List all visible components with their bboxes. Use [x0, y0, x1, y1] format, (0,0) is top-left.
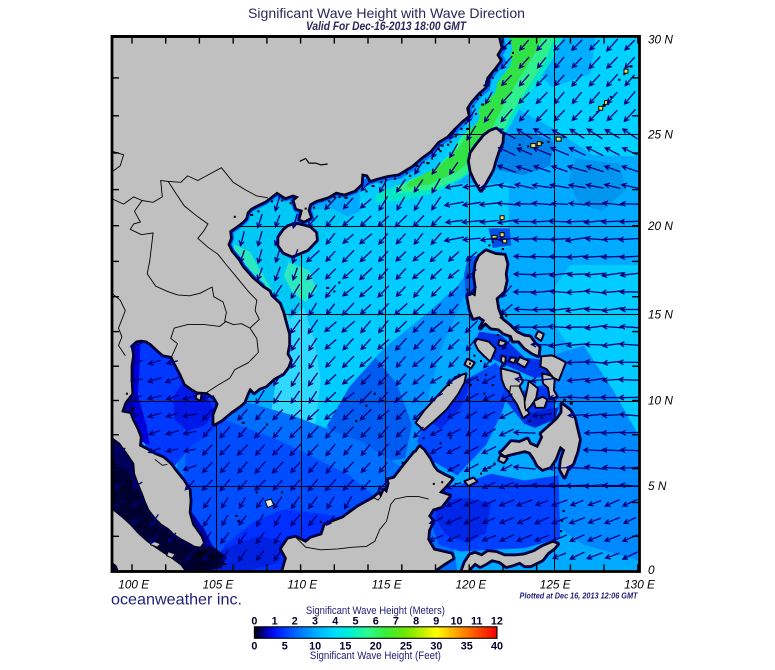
svg-text:100 E: 100 E [118, 578, 149, 592]
svg-text:Plotted at Dec 16, 2013 12:06: Plotted at Dec 16, 2013 12:06 GMT [520, 591, 639, 601]
svg-text:25 N: 25 N [647, 128, 673, 142]
svg-text:oceanweather inc.: oceanweather inc. [111, 592, 242, 609]
svg-text:5 N: 5 N [648, 479, 667, 493]
svg-text:25: 25 [400, 640, 412, 652]
svg-text:Significant Wave Height (Feet): Significant Wave Height (Feet) [310, 650, 441, 662]
svg-text:7: 7 [393, 616, 399, 628]
svg-text:12: 12 [491, 616, 503, 628]
svg-text:40: 40 [491, 640, 503, 652]
svg-text:10 N: 10 N [648, 394, 673, 408]
svg-text:20: 20 [370, 640, 382, 652]
svg-text:5: 5 [352, 616, 358, 628]
svg-text:35: 35 [461, 640, 473, 652]
svg-text:Significant Wave Height with W: Significant Wave Height with Wave Direct… [248, 5, 525, 21]
svg-text:115 E: 115 E [372, 578, 402, 592]
svg-text:Valid For Dec-16-2013 18:00 GM: Valid For Dec-16-2013 18:00 GMT [306, 19, 467, 33]
svg-text:30 N: 30 N [648, 33, 673, 47]
svg-text:6: 6 [373, 616, 379, 628]
svg-text:0: 0 [251, 616, 257, 628]
svg-text:4: 4 [332, 616, 338, 628]
svg-text:0: 0 [648, 563, 655, 577]
svg-text:10: 10 [309, 640, 321, 652]
svg-text:120 E: 120 E [455, 578, 486, 592]
svg-text:15 N: 15 N [648, 307, 673, 321]
svg-text:20 N: 20 N [647, 219, 673, 233]
svg-text:Significant Wave Height (Meter: Significant Wave Height (Meters) [306, 605, 445, 617]
svg-text:0: 0 [251, 640, 257, 652]
svg-text:130 E: 130 E [624, 578, 655, 592]
svg-text:11: 11 [471, 616, 482, 628]
svg-text:5: 5 [282, 640, 288, 652]
svg-text:1: 1 [272, 616, 278, 628]
svg-text:9: 9 [433, 616, 439, 628]
svg-text:15: 15 [339, 640, 351, 652]
svg-text:125 E: 125 E [540, 578, 571, 592]
svg-text:2: 2 [292, 616, 298, 628]
svg-text:3: 3 [312, 616, 318, 628]
svg-text:30: 30 [430, 640, 442, 652]
svg-text:10: 10 [450, 616, 462, 628]
svg-text:110 E: 110 E [287, 578, 317, 592]
svg-text:8: 8 [413, 616, 419, 628]
svg-text:105 E: 105 E [203, 578, 234, 592]
